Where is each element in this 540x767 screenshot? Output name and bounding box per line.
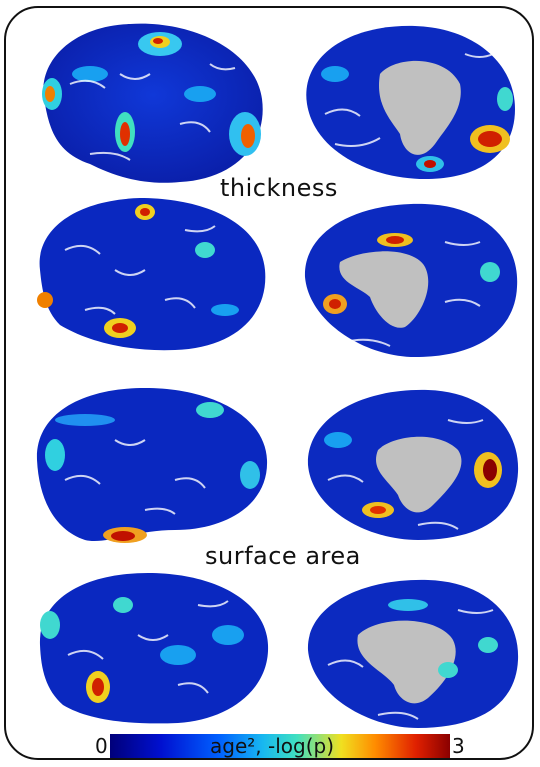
colorbar-gradient [110, 734, 450, 758]
brain-thickness-lateral-1 [42, 23, 263, 183]
colorbar-max-label: 3 [452, 734, 465, 758]
brain-thickness-lateral-2 [37, 198, 266, 351]
figure-frame [4, 6, 534, 760]
colorbar-caption: age², -log(p) [210, 734, 334, 758]
brain-surface-area-lateral-2 [39, 573, 269, 724]
brain-surface-area-medial-2 [307, 579, 519, 728]
brain-thickness-medial-1 [306, 25, 515, 180]
colorbar: 0 age², -log(p) 3 [0, 732, 540, 760]
label-surface-area: surface area [205, 542, 361, 570]
label-thickness: thickness [220, 174, 338, 202]
colorbar-min-label: 0 [95, 734, 108, 758]
brain-thickness-medial-2 [304, 203, 518, 357]
brain-surface-area-medial-1 [307, 389, 519, 540]
brain-surface-area-lateral-1 [36, 388, 268, 543]
